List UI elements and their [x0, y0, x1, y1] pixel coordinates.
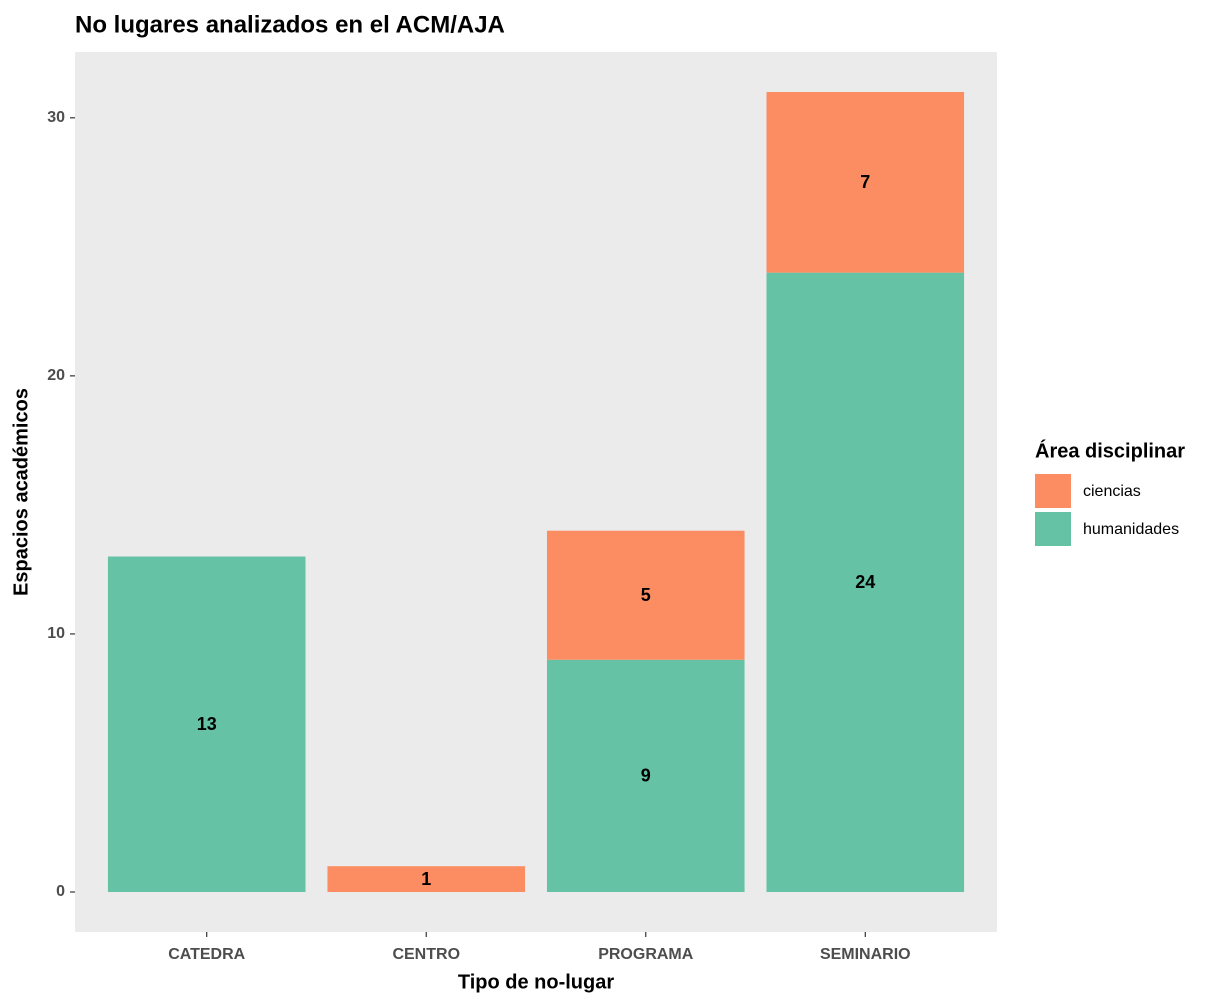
x-tick-label: PROGRAMA — [598, 946, 694, 963]
bar-segment — [766, 272, 965, 893]
y-tick-label: 0 — [56, 883, 65, 900]
bar-segment — [766, 92, 965, 273]
data-label: 5 — [641, 585, 651, 605]
legend-key — [1035, 474, 1071, 508]
data-label: 13 — [197, 714, 217, 734]
x-tick-label: CATEDRA — [168, 946, 245, 963]
bar-segment — [107, 556, 306, 892]
legend-key — [1035, 512, 1071, 546]
legend-label: ciencias — [1083, 483, 1141, 500]
bar-segment — [327, 866, 526, 892]
x-axis-label: Tipo de no-lugar — [458, 971, 615, 993]
y-tick-label: 10 — [47, 625, 65, 642]
bar-segment — [546, 659, 745, 892]
x-tick-label: CENTRO — [392, 946, 460, 963]
data-label: 9 — [641, 766, 651, 786]
y-tick-label: 20 — [47, 367, 65, 384]
bar-segment — [546, 530, 745, 660]
x-tick-label: SEMINARIO — [820, 946, 911, 963]
chart-title: No lugares analizados en el ACM/AJA — [75, 11, 505, 38]
data-label: 24 — [855, 572, 875, 592]
y-axis-label: Espacios académicos — [10, 388, 32, 596]
legend-label: humanidades — [1083, 521, 1179, 538]
y-tick-label: 30 — [47, 109, 65, 126]
data-label: 7 — [860, 172, 870, 192]
legend-title: Área disciplinar — [1035, 439, 1185, 462]
data-label: 1 — [421, 869, 431, 889]
